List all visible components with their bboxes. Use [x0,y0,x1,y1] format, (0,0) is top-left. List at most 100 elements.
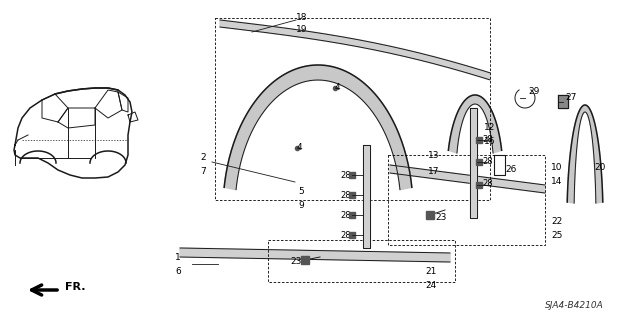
Polygon shape [481,99,484,108]
Polygon shape [332,35,333,42]
Polygon shape [340,70,346,85]
Polygon shape [243,249,246,258]
Text: 16: 16 [484,137,495,146]
Polygon shape [468,66,470,74]
Polygon shape [569,163,575,170]
Polygon shape [445,172,446,180]
Polygon shape [426,55,428,62]
Polygon shape [500,179,501,187]
Polygon shape [388,46,390,53]
Polygon shape [367,93,376,107]
Polygon shape [575,120,580,128]
Polygon shape [301,30,303,38]
Polygon shape [571,143,577,151]
Polygon shape [581,107,583,115]
Polygon shape [437,171,438,179]
Polygon shape [391,46,392,54]
Polygon shape [248,23,250,31]
Polygon shape [232,148,243,157]
Text: 12: 12 [484,123,495,132]
Polygon shape [395,156,406,164]
Polygon shape [401,167,403,174]
Polygon shape [450,138,458,145]
Polygon shape [387,129,397,139]
Polygon shape [594,156,600,163]
Polygon shape [321,33,322,41]
Polygon shape [589,112,591,120]
Polygon shape [467,175,468,183]
Text: 27: 27 [565,93,577,102]
Polygon shape [449,148,457,153]
Polygon shape [488,178,490,186]
Polygon shape [327,34,328,41]
Polygon shape [220,20,221,27]
Polygon shape [322,251,324,260]
Polygon shape [335,68,339,83]
Polygon shape [400,185,412,190]
Polygon shape [307,66,309,81]
Polygon shape [300,250,303,259]
Text: 28: 28 [340,211,351,220]
Polygon shape [363,145,370,248]
Polygon shape [458,63,459,70]
Polygon shape [358,40,360,47]
Polygon shape [542,185,543,193]
Polygon shape [423,253,426,262]
Polygon shape [240,249,243,258]
Polygon shape [390,138,401,148]
Polygon shape [398,171,410,178]
Polygon shape [460,106,465,115]
Polygon shape [371,42,372,49]
Polygon shape [319,33,321,40]
Polygon shape [376,252,379,261]
Polygon shape [450,136,458,143]
Polygon shape [225,174,237,180]
Polygon shape [353,39,355,46]
Polygon shape [353,78,359,93]
Polygon shape [239,127,250,137]
Polygon shape [199,249,202,257]
Polygon shape [308,65,311,81]
Polygon shape [284,74,289,89]
Polygon shape [456,63,458,70]
Polygon shape [426,253,428,262]
Polygon shape [460,64,461,71]
Polygon shape [227,166,239,173]
Polygon shape [254,24,255,31]
Polygon shape [307,31,308,38]
Polygon shape [543,185,545,193]
Polygon shape [244,116,255,127]
Polygon shape [464,65,465,72]
Polygon shape [398,166,399,174]
Polygon shape [337,36,338,43]
Polygon shape [268,249,270,259]
Polygon shape [449,143,458,149]
Polygon shape [431,170,432,178]
Polygon shape [452,126,460,133]
Polygon shape [469,96,472,106]
Polygon shape [385,124,396,135]
Polygon shape [388,131,399,141]
Polygon shape [401,48,402,56]
Polygon shape [593,143,599,151]
Polygon shape [395,47,396,55]
Polygon shape [243,23,244,30]
Polygon shape [372,42,373,50]
Polygon shape [355,80,362,95]
Polygon shape [451,132,459,139]
Polygon shape [252,104,262,116]
Polygon shape [487,178,488,186]
Polygon shape [593,146,599,154]
Polygon shape [271,26,273,33]
Polygon shape [495,179,497,187]
Polygon shape [356,39,357,47]
Polygon shape [377,108,387,120]
Polygon shape [262,249,264,259]
Text: 28: 28 [340,232,351,241]
Polygon shape [326,34,327,41]
Polygon shape [248,249,251,258]
Polygon shape [438,58,440,65]
Polygon shape [396,48,397,55]
Polygon shape [305,250,308,259]
Polygon shape [476,95,477,104]
